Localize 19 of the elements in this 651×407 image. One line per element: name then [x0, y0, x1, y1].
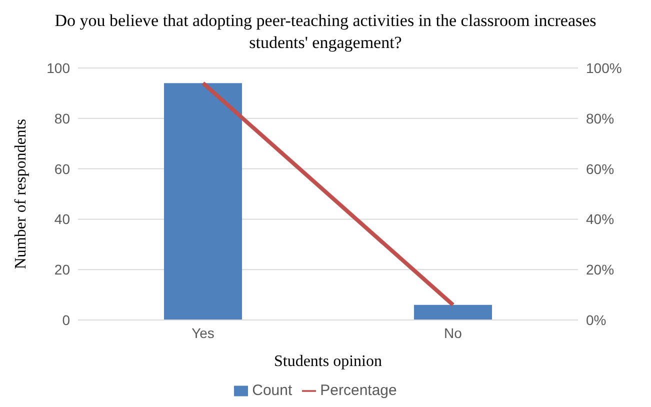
y2-tick-label: 60%: [586, 160, 614, 177]
y-axis-title: Number of respondents: [12, 118, 30, 270]
y2-tick-label: 20%: [586, 262, 614, 278]
y-tick-label: 20: [54, 262, 70, 278]
y-tick-label: 60: [54, 160, 70, 177]
chart-title: Do you believe that adopting peer-teaching activities in the classroom increases students' engagement?: [54, 10, 598, 54]
legend-label: Percentage: [320, 382, 397, 399]
y2-tick-label: 100%: [586, 60, 622, 76]
y2-tick-label: 80%: [586, 110, 614, 126]
x-axis-title: Students opinion: [274, 353, 382, 370]
y2-tick-label: 40%: [586, 211, 614, 228]
x-tick-label: Yes: [192, 324, 214, 341]
y-tick-label: 80: [54, 110, 70, 126]
x-tick-label: No: [444, 324, 462, 341]
y2-tick-label: 0%: [586, 312, 606, 328]
y-tick-label: 0: [62, 312, 70, 328]
y-tick-label: 100: [46, 60, 70, 76]
y-tick-label: 40: [54, 211, 70, 228]
legend-label: Count: [252, 382, 292, 399]
